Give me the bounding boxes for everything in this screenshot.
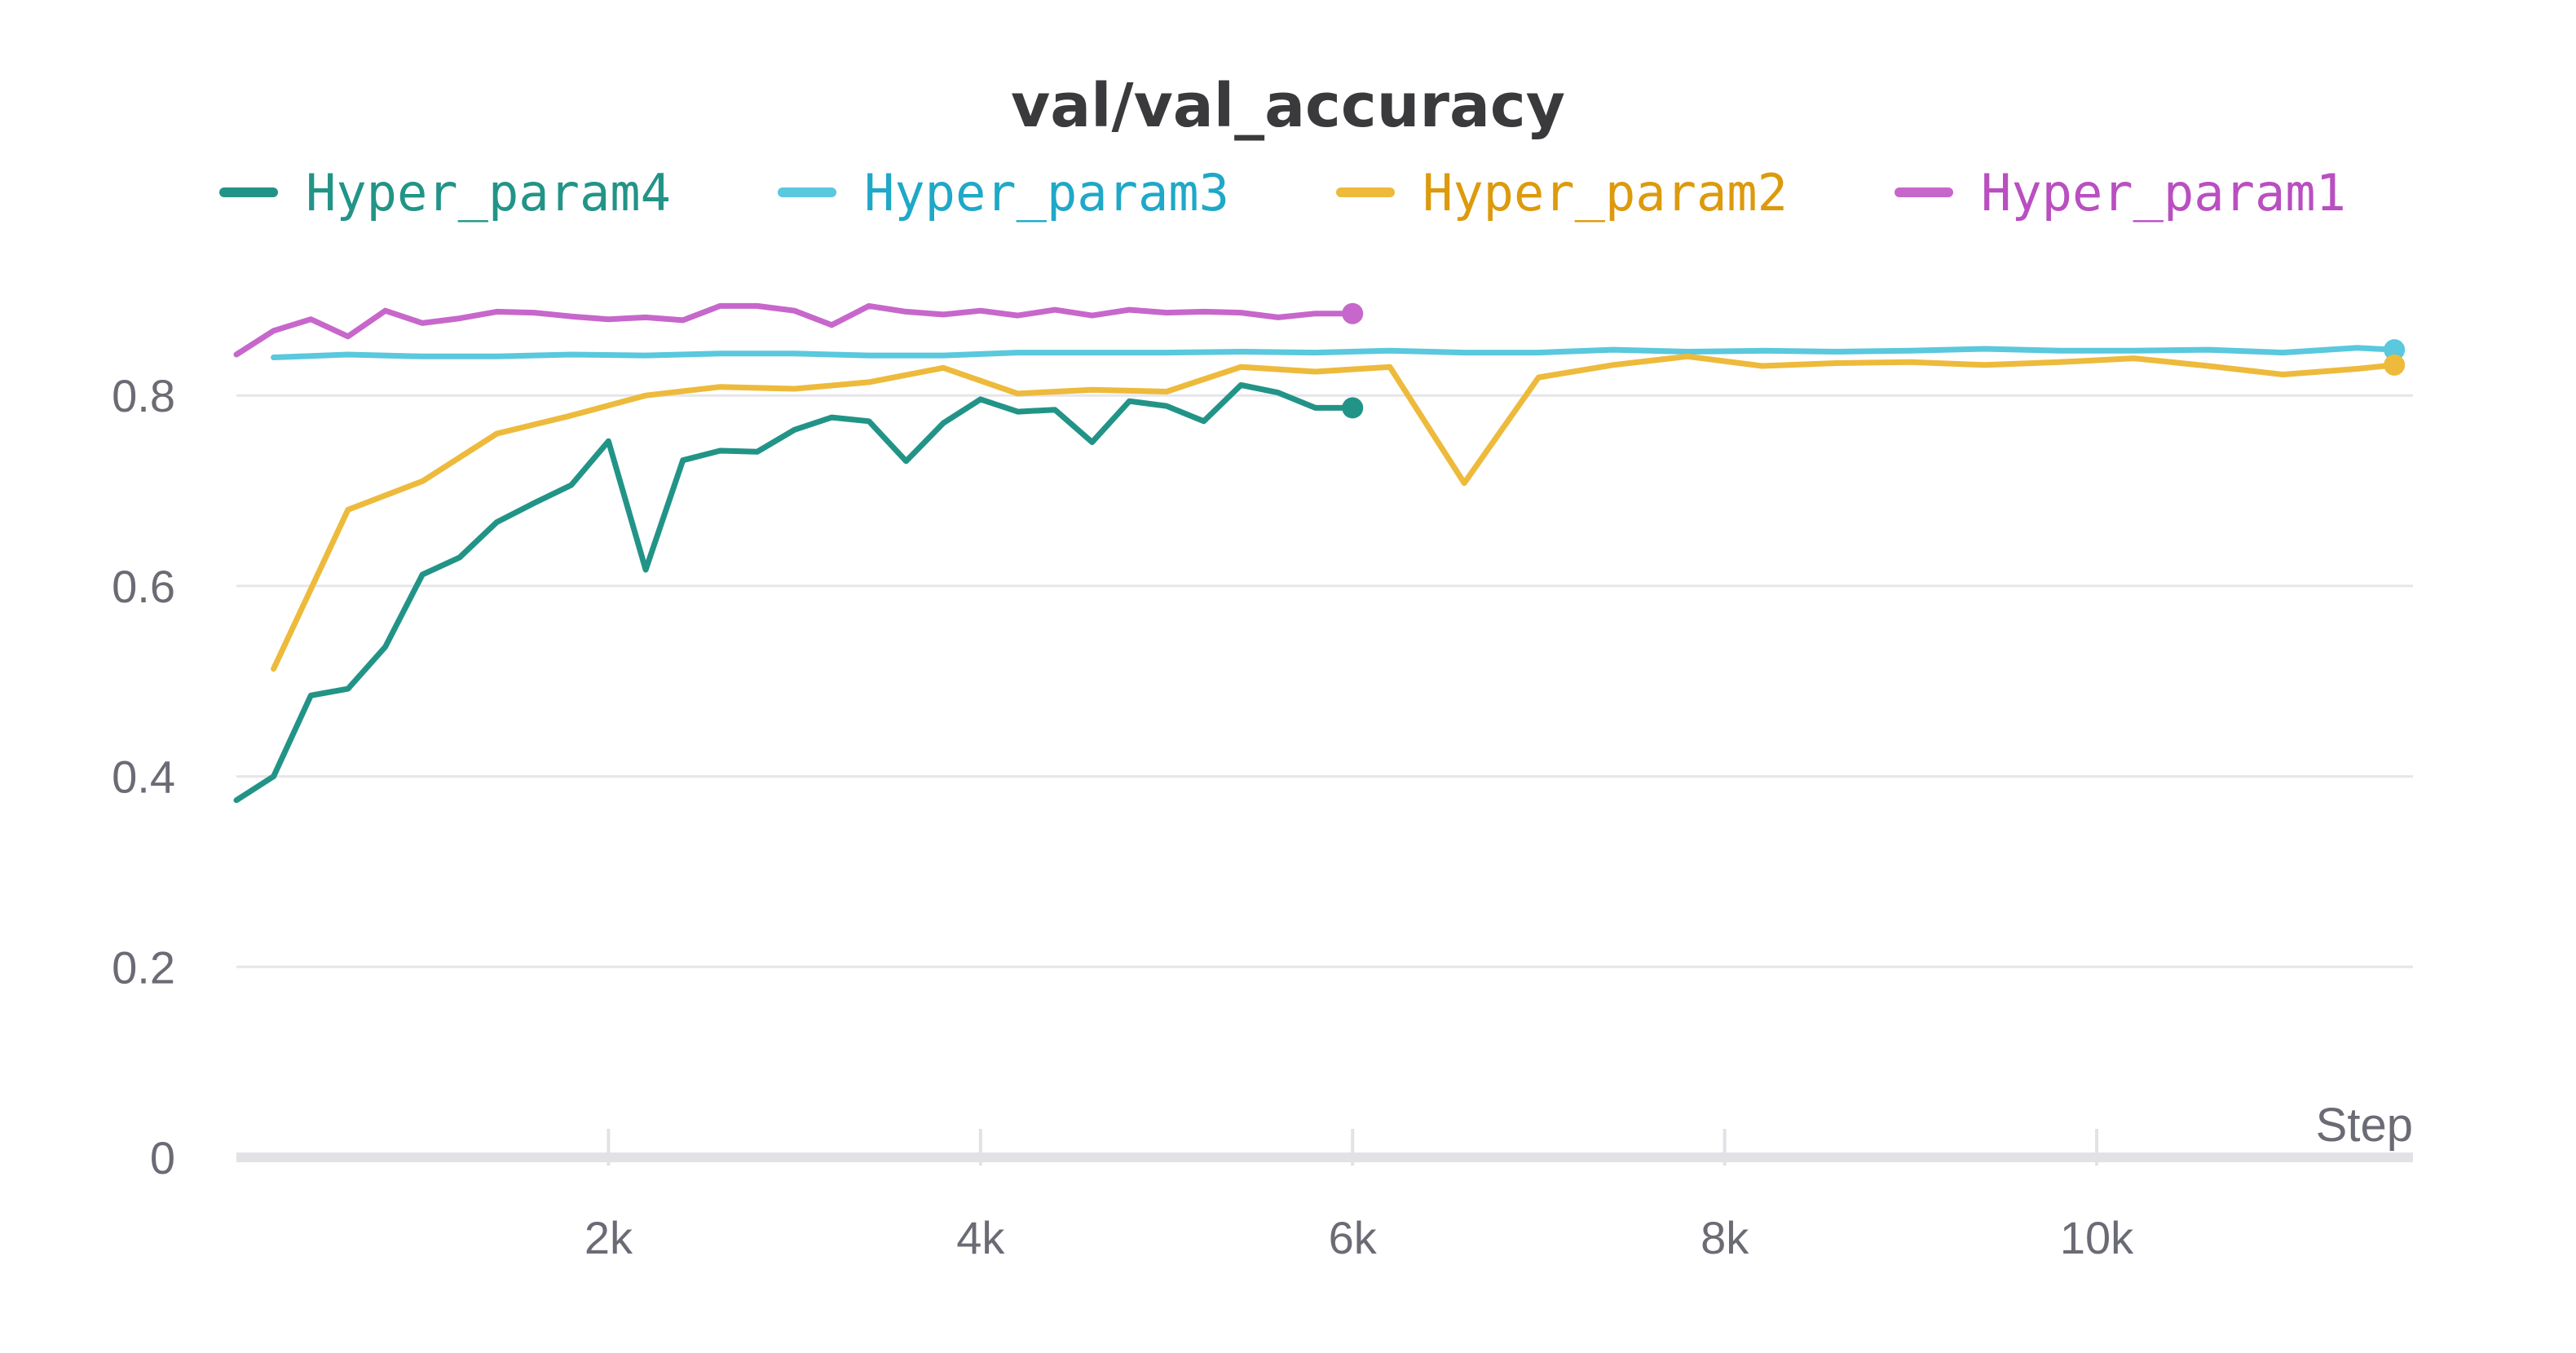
x-tick-label: 6k <box>1329 1212 1378 1263</box>
legend-label: Hyper_param3 <box>864 163 1229 223</box>
x-tick-label: 8k <box>1700 1212 1749 1263</box>
x-tick-label: 4k <box>956 1212 1005 1263</box>
series-endpoint-marker <box>2384 339 2406 361</box>
x-axis: 2k 4k 6k 8k 10k <box>236 1129 2413 1263</box>
y-tick-label: 0.2 <box>112 941 175 993</box>
series-endpoint-marker <box>2384 354 2406 376</box>
plot-area <box>233 302 2406 804</box>
series-line-hyper_param2 <box>271 353 2397 672</box>
gridlines <box>236 394 2413 968</box>
series-endpoint-marker <box>1342 397 1364 419</box>
x-tick-label: 2k <box>584 1212 633 1263</box>
y-tick-label: 0.6 <box>112 561 175 612</box>
y-tick-label: 0 <box>150 1132 175 1183</box>
legend: Hyper_param4 Hyper_param3 Hyper_param2 Hype… <box>219 163 2346 223</box>
series-endpoint-marker <box>1342 302 1364 324</box>
y-axis: 0 0.2 0.4 0.6 0.8 <box>112 370 175 1183</box>
series-line-hyper_param4 <box>233 381 1356 804</box>
x-tick-label: 10k <box>2060 1212 2134 1263</box>
series-line-hyper_param1 <box>233 302 1356 358</box>
legend-label: Hyper_param1 <box>1981 163 2346 223</box>
x-axis-label: Step <box>2316 1099 2413 1152</box>
y-tick-label: 0.4 <box>112 751 175 803</box>
series-line-hyper_param3 <box>271 345 2397 360</box>
legend-label: Hyper_param2 <box>1423 163 1788 223</box>
y-tick-label: 0.8 <box>112 370 175 421</box>
legend-label: Hyper_param4 <box>306 163 671 223</box>
chart-title: val/val_accuracy <box>1011 71 1565 141</box>
